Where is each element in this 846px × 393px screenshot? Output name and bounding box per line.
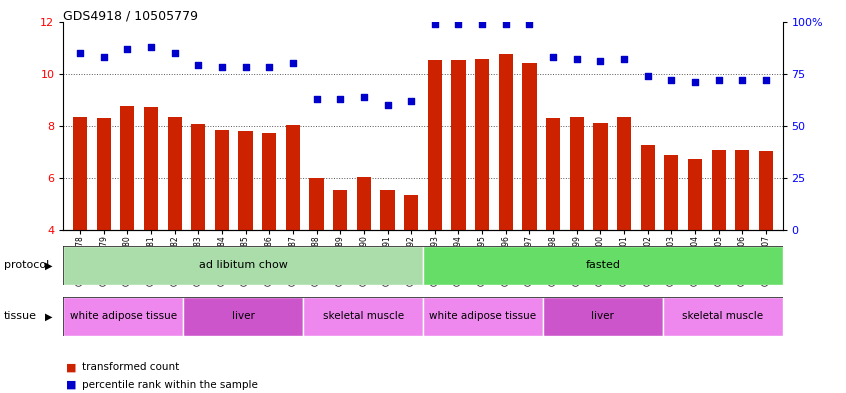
Bar	[73, 117, 87, 334]
Point	[665, 77, 678, 83]
Point	[618, 56, 631, 62]
Point	[547, 54, 560, 60]
Point	[712, 77, 726, 83]
Text: fasted: fasted	[585, 260, 620, 270]
Point	[215, 64, 228, 71]
Text: liver: liver	[591, 311, 614, 321]
Bar	[303, 297, 423, 336]
Point	[168, 50, 181, 56]
Bar	[191, 125, 206, 334]
Bar	[735, 150, 750, 334]
Bar	[239, 132, 253, 334]
Bar	[475, 59, 489, 334]
Point	[333, 95, 347, 102]
Bar	[617, 118, 631, 334]
Bar	[664, 155, 678, 334]
Point	[74, 50, 87, 56]
Bar	[404, 195, 418, 334]
Point	[475, 20, 489, 27]
Text: ▶: ▶	[46, 311, 52, 321]
Bar	[120, 106, 135, 334]
Bar	[452, 60, 465, 334]
Bar	[593, 123, 607, 334]
Bar	[96, 118, 111, 334]
Bar	[357, 177, 371, 334]
Point	[759, 77, 772, 83]
Point	[144, 44, 157, 50]
Bar	[543, 297, 662, 336]
Text: white adipose tissue: white adipose tissue	[70, 311, 177, 321]
Text: ■: ■	[66, 380, 76, 390]
Bar	[546, 118, 560, 334]
Bar	[184, 297, 303, 336]
Text: liver: liver	[232, 311, 255, 321]
Bar	[168, 117, 182, 334]
Point	[286, 60, 299, 66]
Bar	[286, 125, 300, 334]
Bar	[640, 145, 655, 334]
Point	[523, 20, 536, 27]
Bar	[522, 63, 536, 334]
Point	[570, 56, 584, 62]
Text: transformed count: transformed count	[82, 362, 179, 373]
Bar	[333, 189, 348, 334]
Bar	[688, 159, 702, 334]
Text: ad libitum chow: ad libitum chow	[199, 260, 288, 270]
Bar	[428, 60, 442, 334]
Bar	[423, 297, 543, 336]
Text: skeletal muscle: skeletal muscle	[682, 311, 763, 321]
Bar	[662, 297, 783, 336]
Point	[641, 73, 655, 79]
Point	[310, 95, 323, 102]
Text: ■: ■	[66, 362, 76, 373]
Point	[499, 20, 513, 27]
Point	[594, 58, 607, 64]
Point	[381, 102, 394, 108]
Text: percentile rank within the sample: percentile rank within the sample	[82, 380, 258, 390]
Text: GDS4918 / 10505779: GDS4918 / 10505779	[63, 10, 199, 23]
Point	[357, 94, 371, 100]
Bar	[262, 133, 277, 334]
Bar	[498, 54, 513, 334]
Point	[428, 20, 442, 27]
Bar	[711, 151, 726, 334]
Point	[97, 54, 111, 60]
Text: white adipose tissue: white adipose tissue	[430, 311, 536, 321]
Point	[120, 46, 134, 52]
Bar	[63, 297, 184, 336]
Point	[404, 97, 418, 104]
Bar	[144, 107, 158, 334]
Bar	[569, 117, 584, 334]
Bar	[310, 178, 324, 334]
Point	[735, 77, 749, 83]
Text: protocol: protocol	[4, 260, 49, 270]
Text: ▶: ▶	[46, 260, 52, 270]
Bar	[423, 246, 783, 285]
Point	[191, 62, 205, 68]
Point	[262, 64, 276, 71]
Point	[689, 79, 702, 85]
Point	[239, 64, 252, 71]
Bar	[215, 130, 229, 334]
Bar	[759, 151, 773, 334]
Bar	[63, 246, 423, 285]
Text: tissue: tissue	[4, 311, 37, 321]
Point	[452, 20, 465, 27]
Bar	[381, 190, 394, 334]
Text: skeletal muscle: skeletal muscle	[322, 311, 404, 321]
